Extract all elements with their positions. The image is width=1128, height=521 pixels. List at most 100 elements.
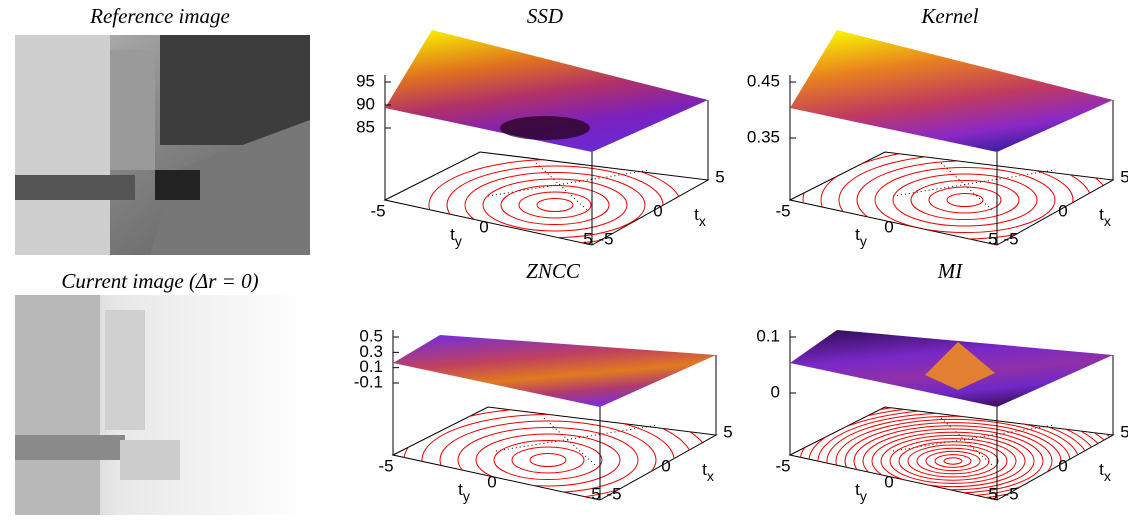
surface-shade: [500, 116, 590, 140]
contour: [802, 152, 1113, 245]
contour: [892, 173, 1038, 227]
ty-tick-label: 0: [479, 217, 488, 236]
tx-axis-label: tx: [1099, 205, 1111, 228]
axis-label-base: t: [450, 225, 455, 244]
tx-tick-label: 5: [723, 422, 732, 441]
surface: [790, 30, 1113, 152]
floor-grid: [543, 417, 596, 466]
tx-axis-label: tx: [694, 205, 706, 228]
ty-tick-label: -5: [370, 201, 385, 220]
tx-tick-label: 0: [1058, 201, 1067, 220]
tx-tick-label: -5: [606, 484, 621, 503]
contours: [790, 407, 1113, 500]
contour: [916, 447, 990, 475]
ty-axis-label: ty: [855, 480, 867, 503]
reference-image: [15, 35, 310, 255]
contour: [874, 167, 1056, 233]
axis-label-base: t: [855, 225, 860, 244]
contour: [871, 431, 1035, 491]
floor-grid: [892, 169, 1056, 197]
contour: [790, 407, 1113, 500]
tx-tick-label: -5: [1003, 484, 1018, 503]
contours: [393, 407, 716, 500]
contour: [393, 407, 716, 500]
axis-label-sub: x: [1104, 468, 1111, 484]
floor: [788, 151, 1115, 246]
axis-label-sub: y: [860, 488, 867, 504]
plot-title: MI: [937, 259, 963, 283]
contour: [393, 407, 716, 500]
axis-label-sub: x: [1104, 213, 1111, 229]
contour: [808, 409, 1098, 500]
axis-label-sub: x: [707, 468, 714, 484]
z-tick-label: 0.45: [747, 71, 780, 90]
ty-tick-label: 5: [583, 229, 592, 248]
tx-tick-label: 0: [661, 456, 670, 475]
contour: [898, 441, 1008, 481]
z-tick-label: -0.1: [354, 372, 383, 391]
ty-axis-label: ty: [458, 480, 470, 503]
ty-tick-label: 0: [884, 472, 893, 491]
tx-tick-label: 5: [715, 167, 724, 186]
contour: [529, 453, 567, 467]
tx-tick-label: 5: [1120, 167, 1128, 186]
z-tick-label: 85: [356, 117, 375, 136]
contour: [457, 427, 639, 493]
ty-axis-label: ty: [855, 225, 867, 248]
floor-grid: [535, 162, 588, 211]
floor-grid: [495, 424, 659, 452]
ty-tick-label: -5: [378, 456, 393, 475]
image-title: Reference image: [89, 4, 230, 28]
axis-label-base: t: [458, 480, 463, 499]
floor-grid: [487, 169, 651, 197]
tx-tick-label: 0: [653, 201, 662, 220]
contour: [500, 185, 610, 225]
contour: [934, 454, 972, 468]
z-tick-label: 0.5: [359, 326, 383, 345]
contour: [844, 422, 1062, 500]
z-tick-label: 0.35: [747, 127, 780, 146]
contour: [464, 172, 646, 238]
plot-title: ZNCC: [526, 259, 581, 283]
plot-title: Kernel: [920, 4, 978, 28]
tx-tick-label: -5: [1003, 229, 1018, 248]
axis-label-base: t: [694, 205, 699, 224]
tx-tick-label: 5: [1120, 422, 1128, 441]
contour: [880, 434, 1026, 488]
ty-tick-label: -5: [775, 201, 790, 220]
axis-label-base: t: [702, 460, 707, 479]
ty-tick-label: -5: [775, 456, 790, 475]
z-tick-label: 0: [771, 382, 780, 401]
contour: [928, 186, 1002, 214]
tx-tick-label: 0: [1058, 456, 1067, 475]
z-tick-label: 0.1: [756, 326, 780, 345]
contour: [493, 440, 603, 480]
contour: [475, 433, 621, 487]
contour: [943, 457, 963, 465]
z-tick-label: 90: [356, 94, 375, 113]
axis-label-base: t: [1099, 205, 1104, 224]
ty-tick-label: 5: [988, 484, 997, 503]
current-image: [15, 295, 310, 515]
contour: [946, 193, 984, 207]
ty-tick-label: 0: [884, 217, 893, 236]
plot-title: SSD: [527, 4, 563, 28]
contour: [403, 407, 693, 500]
contour: [518, 191, 592, 219]
contour: [889, 438, 1017, 484]
contour: [790, 407, 1113, 500]
ty-axis-label: ty: [450, 225, 462, 248]
contour: [482, 178, 628, 232]
contour: [536, 198, 574, 212]
contour: [910, 180, 1020, 220]
z-tick-label: 0.1: [359, 357, 383, 376]
axis-label-sub: y: [860, 233, 867, 249]
axis-label-sub: y: [463, 488, 470, 504]
contour: [907, 444, 999, 478]
ty-tick-label: 5: [988, 229, 997, 248]
ty-tick-label: 5: [591, 484, 600, 503]
